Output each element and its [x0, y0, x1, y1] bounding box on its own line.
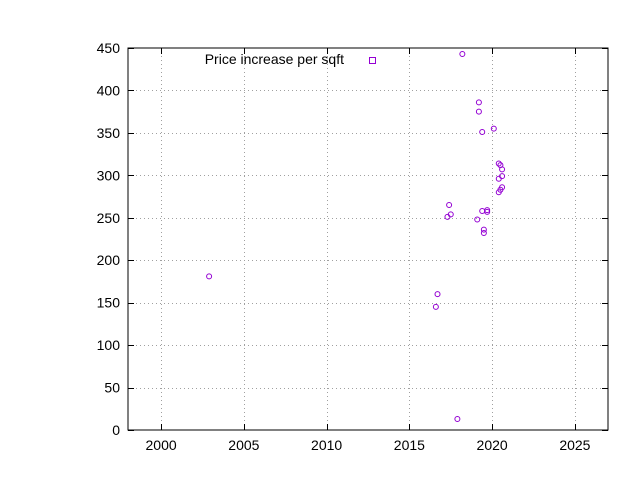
y-tick-label: 300 [97, 167, 121, 183]
data-point [434, 291, 441, 298]
x-tick-label: 2010 [311, 437, 342, 453]
y-tick-label: 0 [112, 422, 120, 438]
y-tick-label: 400 [97, 82, 121, 98]
plot-frame [127, 47, 609, 431]
data-point [484, 207, 491, 214]
data-point [474, 216, 481, 223]
x-tick-label: 2025 [559, 437, 590, 453]
x-tick-label: 2015 [394, 437, 425, 453]
x-tick-label: 2005 [228, 437, 259, 453]
y-axis-tick-labels: 0 50 100 150 200 250 300 350 400 450 [97, 40, 121, 438]
data-point [206, 273, 213, 280]
data-point [499, 166, 506, 173]
data-point [499, 173, 506, 180]
data-point [432, 303, 439, 310]
grid-lines [128, 48, 608, 430]
y-tick-label: 250 [97, 210, 121, 226]
y-tick-label: 450 [97, 40, 121, 56]
x-tick-label: 2000 [146, 437, 177, 453]
data-points [206, 50, 506, 422]
y-tick-label: 150 [97, 295, 121, 311]
legend-label: Price increase per sqft [205, 51, 344, 67]
axis-ticks [128, 48, 608, 431]
data-point [446, 202, 453, 209]
x-tick-label: 2020 [477, 437, 508, 453]
legend-marker [369, 57, 376, 64]
data-point [447, 211, 454, 218]
data-point [479, 207, 486, 214]
legend: Price increase per sqft [205, 51, 376, 67]
data-point [454, 415, 461, 422]
data-point [490, 125, 497, 132]
y-tick-label: 100 [97, 337, 121, 353]
data-point [480, 230, 487, 237]
data-point [479, 129, 486, 136]
data-point [480, 226, 487, 233]
data-point [475, 99, 482, 106]
data-point [459, 50, 466, 57]
data-point [495, 160, 502, 167]
data-point [484, 208, 491, 215]
y-tick-label: 350 [97, 125, 121, 141]
data-point [499, 184, 506, 191]
y-tick-label: 50 [104, 380, 120, 396]
x-axis-tick-labels: 2000 2005 2010 2015 2020 2025 [146, 437, 591, 453]
data-point [475, 108, 482, 115]
y-tick-label: 200 [97, 252, 121, 268]
